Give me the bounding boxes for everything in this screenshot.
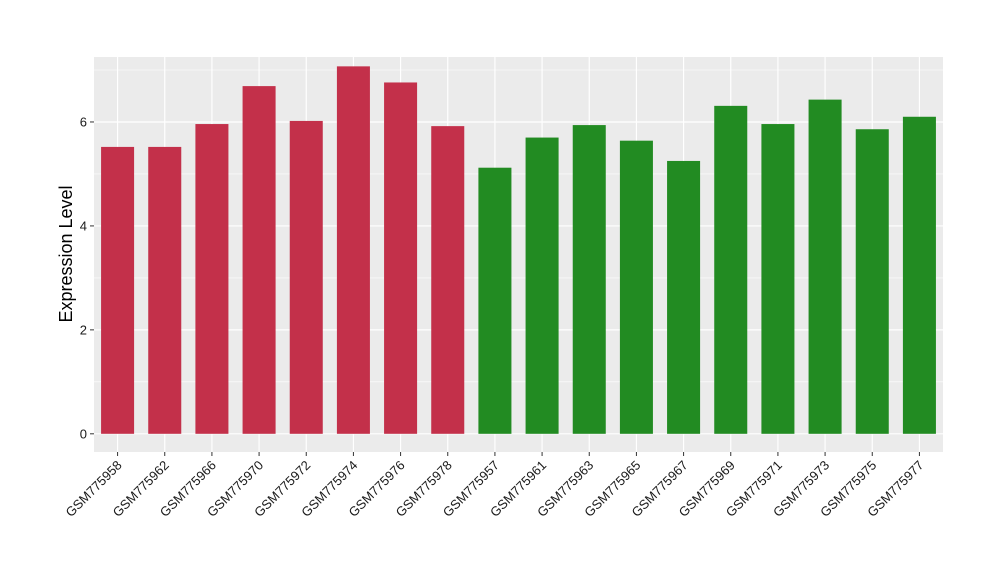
y-axis-title: Expression Level [56, 185, 76, 322]
x-axis: GSM775958GSM775962GSM775966GSM775970GSM7… [62, 452, 927, 520]
y-tick-label: 6 [80, 114, 87, 129]
y-tick-label: 4 [80, 218, 87, 233]
bar [195, 124, 229, 434]
y-axis: 0 2 4 6 [80, 114, 94, 441]
bar [101, 146, 135, 434]
bar [148, 146, 182, 434]
bar [855, 129, 889, 434]
bar [902, 116, 936, 434]
bar [478, 167, 512, 434]
bar [572, 125, 606, 434]
bar [808, 99, 842, 434]
bar [761, 124, 795, 434]
y-tick-label: 0 [80, 426, 87, 441]
bar [431, 126, 465, 434]
bar [619, 140, 653, 434]
y-tick-label: 2 [80, 322, 87, 337]
bar [242, 86, 276, 434]
bar [336, 66, 370, 434]
bar [289, 120, 323, 434]
bar [384, 82, 418, 434]
minor-gridlines [94, 69, 943, 383]
bar [714, 105, 748, 434]
bars [101, 66, 936, 434]
bar [667, 160, 701, 434]
bar [525, 137, 559, 434]
plot-panel [94, 57, 943, 452]
